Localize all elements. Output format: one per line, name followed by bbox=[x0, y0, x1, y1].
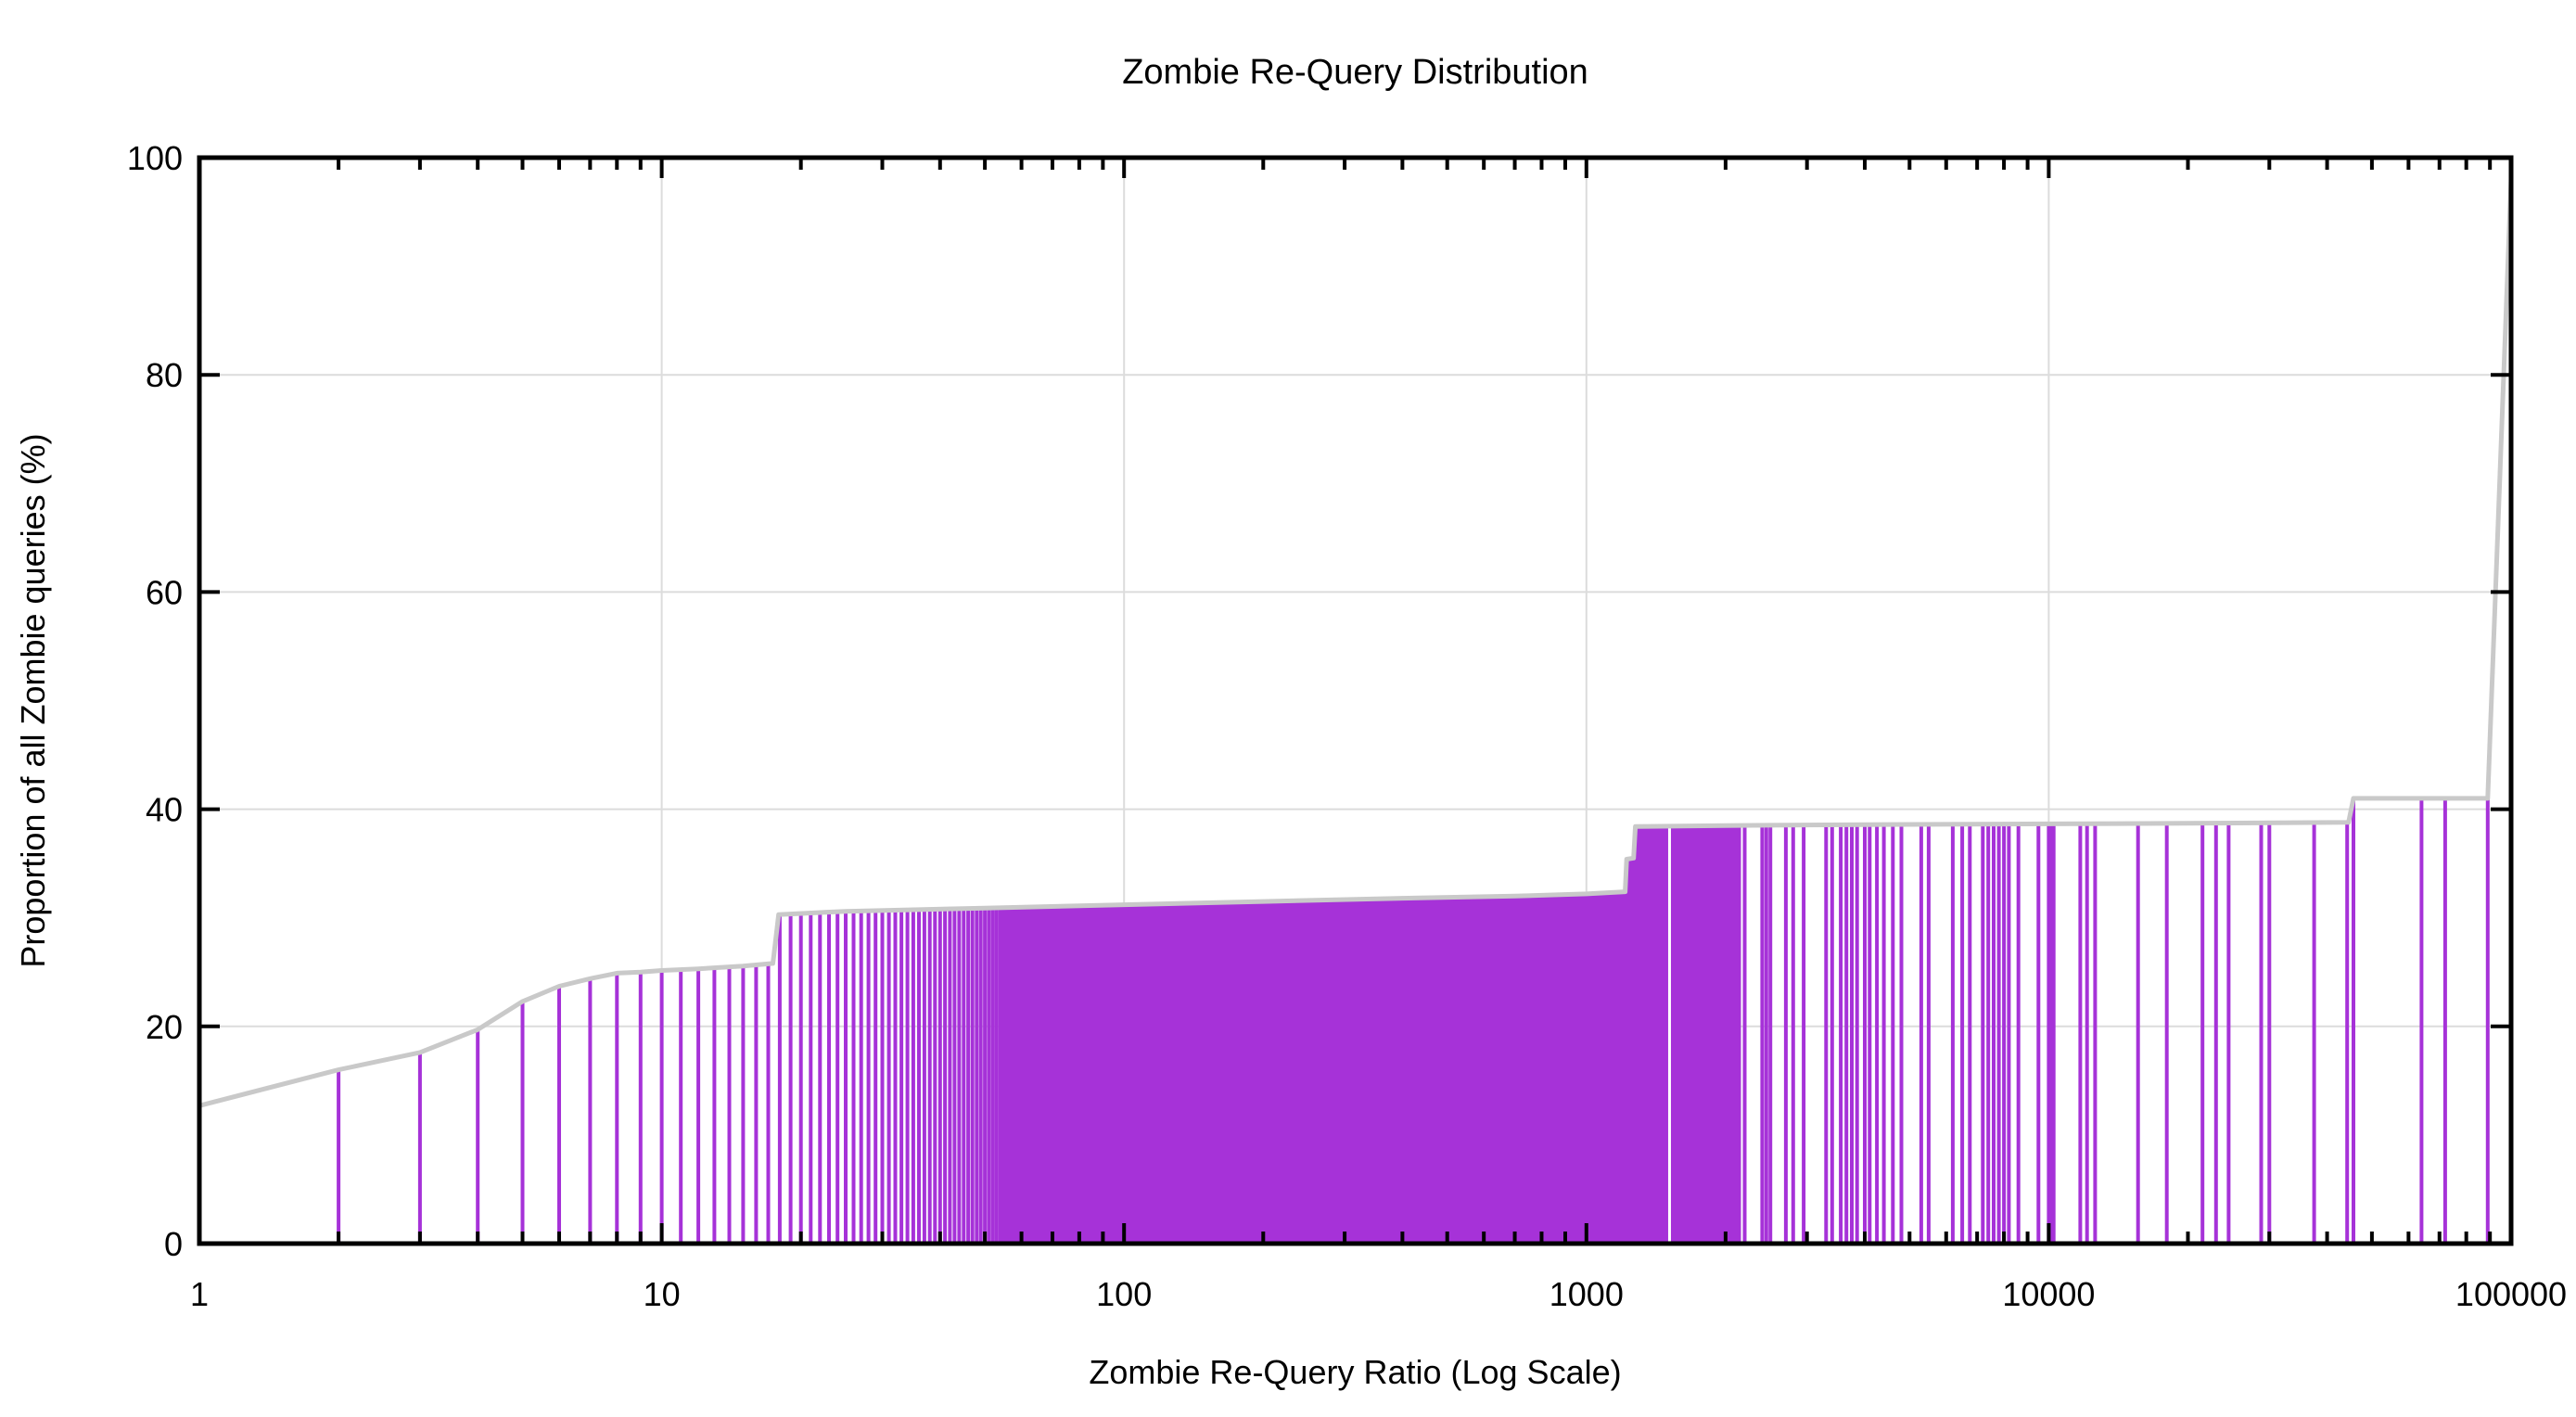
y-tick-label: 80 bbox=[146, 356, 183, 394]
cumulative-proportion-line bbox=[198, 179, 2514, 1108]
x-tick-label: 100000 bbox=[2455, 1275, 2567, 1313]
y-tick-label: 60 bbox=[146, 573, 183, 611]
impulse-series bbox=[337, 798, 2490, 1244]
x-tick-label: 100 bbox=[1096, 1275, 1152, 1313]
y-tick-label: 100 bbox=[127, 139, 183, 177]
x-tick-label: 1000 bbox=[1549, 1275, 1624, 1313]
y-tick-label: 20 bbox=[146, 1008, 183, 1046]
plot-border bbox=[197, 155, 2514, 1246]
y-axis-label: Proportion of all Zombie queries (%) bbox=[14, 433, 52, 967]
chart-title: Zombie Re-Query Distribution bbox=[1122, 53, 1588, 92]
y-tick-label: 0 bbox=[164, 1225, 183, 1263]
x-axis-label: Zombie Re-Query Ratio (Log Scale) bbox=[1089, 1353, 1621, 1391]
x-tick-label: 1 bbox=[190, 1275, 209, 1313]
y-tick-label: 40 bbox=[146, 791, 183, 829]
x-tick-label: 10 bbox=[644, 1275, 681, 1313]
x-tick-label: 10000 bbox=[2002, 1275, 2095, 1313]
impulse-gap bbox=[1667, 827, 1671, 1242]
